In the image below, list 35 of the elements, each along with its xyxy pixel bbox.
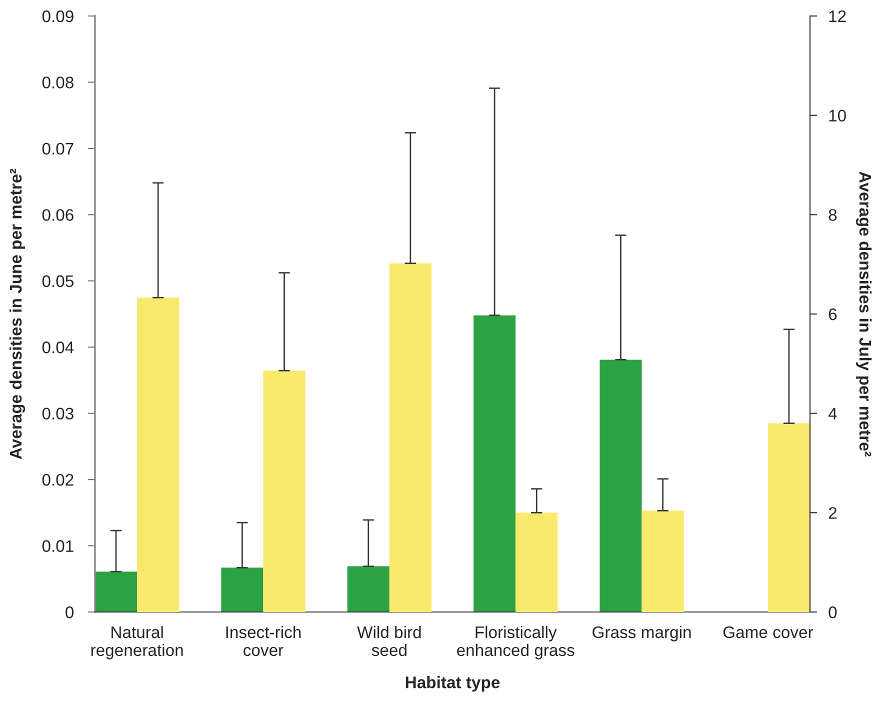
y-tick-label: 0.04 bbox=[42, 342, 74, 354]
y-tick-label: 0.01 bbox=[42, 540, 74, 552]
y2-axis-title: Average densities in July per metre² bbox=[856, 172, 872, 456]
y-tick-label: 0.03 bbox=[42, 408, 74, 420]
y2-tick-label: 0 bbox=[828, 606, 837, 618]
bar bbox=[768, 423, 810, 612]
y2-tick-label: 12 bbox=[829, 10, 846, 22]
x-tick-label: Game cover bbox=[723, 626, 814, 638]
y-tick-label: 0.06 bbox=[42, 209, 74, 221]
y-tick-label: 0.07 bbox=[42, 142, 74, 155]
x-tick-label: Wild bird seed bbox=[357, 626, 421, 656]
bar bbox=[263, 370, 306, 612]
y2-tick-label: 10 bbox=[829, 110, 846, 122]
y2-tick-label: 6 bbox=[828, 308, 837, 320]
y-tick-label: 0.08 bbox=[42, 76, 74, 88]
y-tick-label: 0.09 bbox=[42, 10, 74, 22]
y-tick-label: 0 bbox=[66, 606, 74, 618]
bar bbox=[389, 263, 432, 612]
y-tick-label: 0.02 bbox=[42, 474, 74, 486]
y-tick-label: 0.05 bbox=[42, 275, 74, 288]
bar bbox=[600, 360, 642, 612]
x-axis-title: Habitat type bbox=[406, 676, 500, 692]
bar bbox=[137, 298, 180, 612]
y2-tick-label: 2 bbox=[828, 507, 836, 519]
x-tick-label: Grass margin bbox=[592, 626, 691, 642]
bar bbox=[95, 572, 138, 612]
x-tick-label: Natural regeneration bbox=[91, 626, 183, 660]
x-tick-label: Floristically enhanced grass bbox=[457, 626, 574, 660]
bar bbox=[347, 566, 390, 612]
bar bbox=[221, 568, 264, 612]
y2-tick-label: 4 bbox=[828, 408, 837, 420]
x-tick-label: Insect-rich cover bbox=[226, 626, 301, 656]
y-axis-title: Average densities in June per metre² bbox=[9, 168, 26, 460]
bar bbox=[474, 315, 516, 612]
y2-tick-label: 8 bbox=[828, 209, 837, 221]
